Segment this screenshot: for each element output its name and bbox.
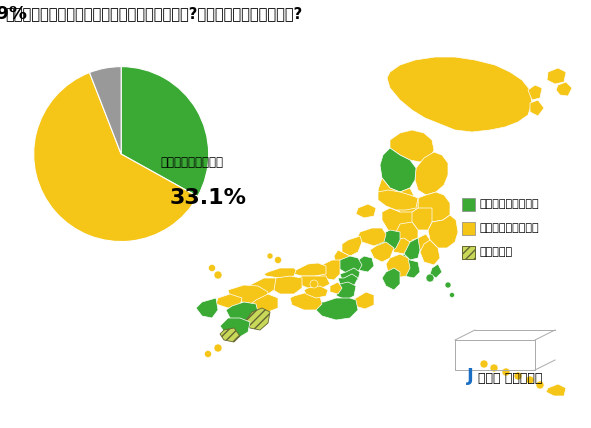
Circle shape — [536, 381, 544, 389]
Wedge shape — [34, 72, 197, 241]
Circle shape — [502, 368, 510, 376]
Polygon shape — [380, 148, 416, 192]
Text: タウン ネット調べ: タウン ネット調べ — [478, 372, 543, 385]
Polygon shape — [382, 268, 400, 290]
Polygon shape — [390, 238, 410, 254]
Polygon shape — [220, 328, 240, 342]
Polygon shape — [304, 286, 328, 298]
Circle shape — [514, 372, 522, 380]
Circle shape — [267, 253, 273, 259]
Polygon shape — [386, 254, 410, 278]
Polygon shape — [387, 57, 532, 132]
Polygon shape — [294, 263, 326, 276]
Circle shape — [274, 256, 281, 264]
Polygon shape — [264, 268, 296, 278]
Polygon shape — [246, 308, 270, 330]
Polygon shape — [290, 292, 322, 310]
Polygon shape — [412, 208, 432, 230]
Polygon shape — [196, 298, 218, 318]
Polygon shape — [342, 236, 362, 256]
FancyBboxPatch shape — [462, 246, 475, 259]
Text: 両者が拮抗: 両者が拮抗 — [480, 247, 513, 258]
Text: ご飯をルーにつける: ご飯をルーにつける — [161, 156, 223, 169]
Circle shape — [426, 274, 434, 282]
Polygon shape — [314, 298, 358, 320]
Polygon shape — [228, 285, 268, 304]
Text: ルーをご飯にかける: ルーをご飯にかける — [480, 223, 540, 234]
Polygon shape — [390, 130, 434, 162]
Circle shape — [214, 271, 222, 279]
Polygon shape — [316, 260, 340, 280]
Polygon shape — [370, 242, 394, 262]
Polygon shape — [352, 292, 374, 309]
Circle shape — [480, 360, 488, 368]
Circle shape — [209, 265, 216, 271]
Polygon shape — [394, 254, 420, 278]
Polygon shape — [418, 192, 450, 222]
Polygon shape — [336, 256, 362, 274]
Polygon shape — [378, 178, 415, 212]
Polygon shape — [270, 276, 302, 294]
Text: 33.1%: 33.1% — [169, 188, 246, 208]
Polygon shape — [216, 294, 242, 308]
Polygon shape — [547, 68, 566, 84]
Polygon shape — [334, 282, 356, 300]
Circle shape — [310, 280, 318, 288]
Circle shape — [526, 376, 534, 384]
Polygon shape — [420, 240, 440, 265]
Polygon shape — [382, 208, 422, 235]
Circle shape — [450, 292, 454, 297]
Polygon shape — [430, 264, 442, 278]
Wedge shape — [89, 67, 121, 154]
Polygon shape — [528, 85, 542, 100]
Polygon shape — [354, 256, 374, 272]
Text: カレーを食べるとき、「ご飯をルーにつける」?「ルーをご飯にかける」?: カレーを食べるとき、「ご飯をルーにつける」?「ルーをご飯にかける」? — [5, 6, 302, 21]
Polygon shape — [338, 274, 358, 288]
Polygon shape — [226, 302, 258, 322]
Circle shape — [214, 344, 222, 352]
Polygon shape — [298, 276, 330, 288]
Polygon shape — [248, 294, 278, 312]
Polygon shape — [244, 278, 276, 296]
Polygon shape — [396, 222, 418, 242]
Circle shape — [445, 282, 451, 288]
Polygon shape — [358, 228, 386, 246]
Wedge shape — [121, 67, 209, 196]
Polygon shape — [415, 152, 448, 195]
Text: J: J — [467, 367, 474, 385]
Polygon shape — [330, 282, 342, 294]
Text: 5.9%: 5.9% — [0, 5, 28, 23]
Polygon shape — [334, 250, 352, 268]
Polygon shape — [530, 100, 544, 116]
Circle shape — [204, 351, 212, 357]
Polygon shape — [356, 204, 376, 218]
FancyBboxPatch shape — [462, 198, 475, 211]
Text: ご飯をルーにつける: ご飯をルーにつける — [480, 199, 540, 209]
Polygon shape — [428, 215, 458, 248]
Circle shape — [490, 364, 498, 372]
Polygon shape — [412, 234, 430, 250]
Polygon shape — [375, 230, 400, 255]
FancyBboxPatch shape — [462, 222, 475, 235]
Polygon shape — [396, 195, 418, 212]
Polygon shape — [546, 384, 566, 396]
Polygon shape — [340, 268, 360, 284]
Polygon shape — [404, 238, 420, 260]
Polygon shape — [378, 190, 418, 210]
Polygon shape — [220, 318, 250, 338]
Polygon shape — [556, 82, 572, 96]
